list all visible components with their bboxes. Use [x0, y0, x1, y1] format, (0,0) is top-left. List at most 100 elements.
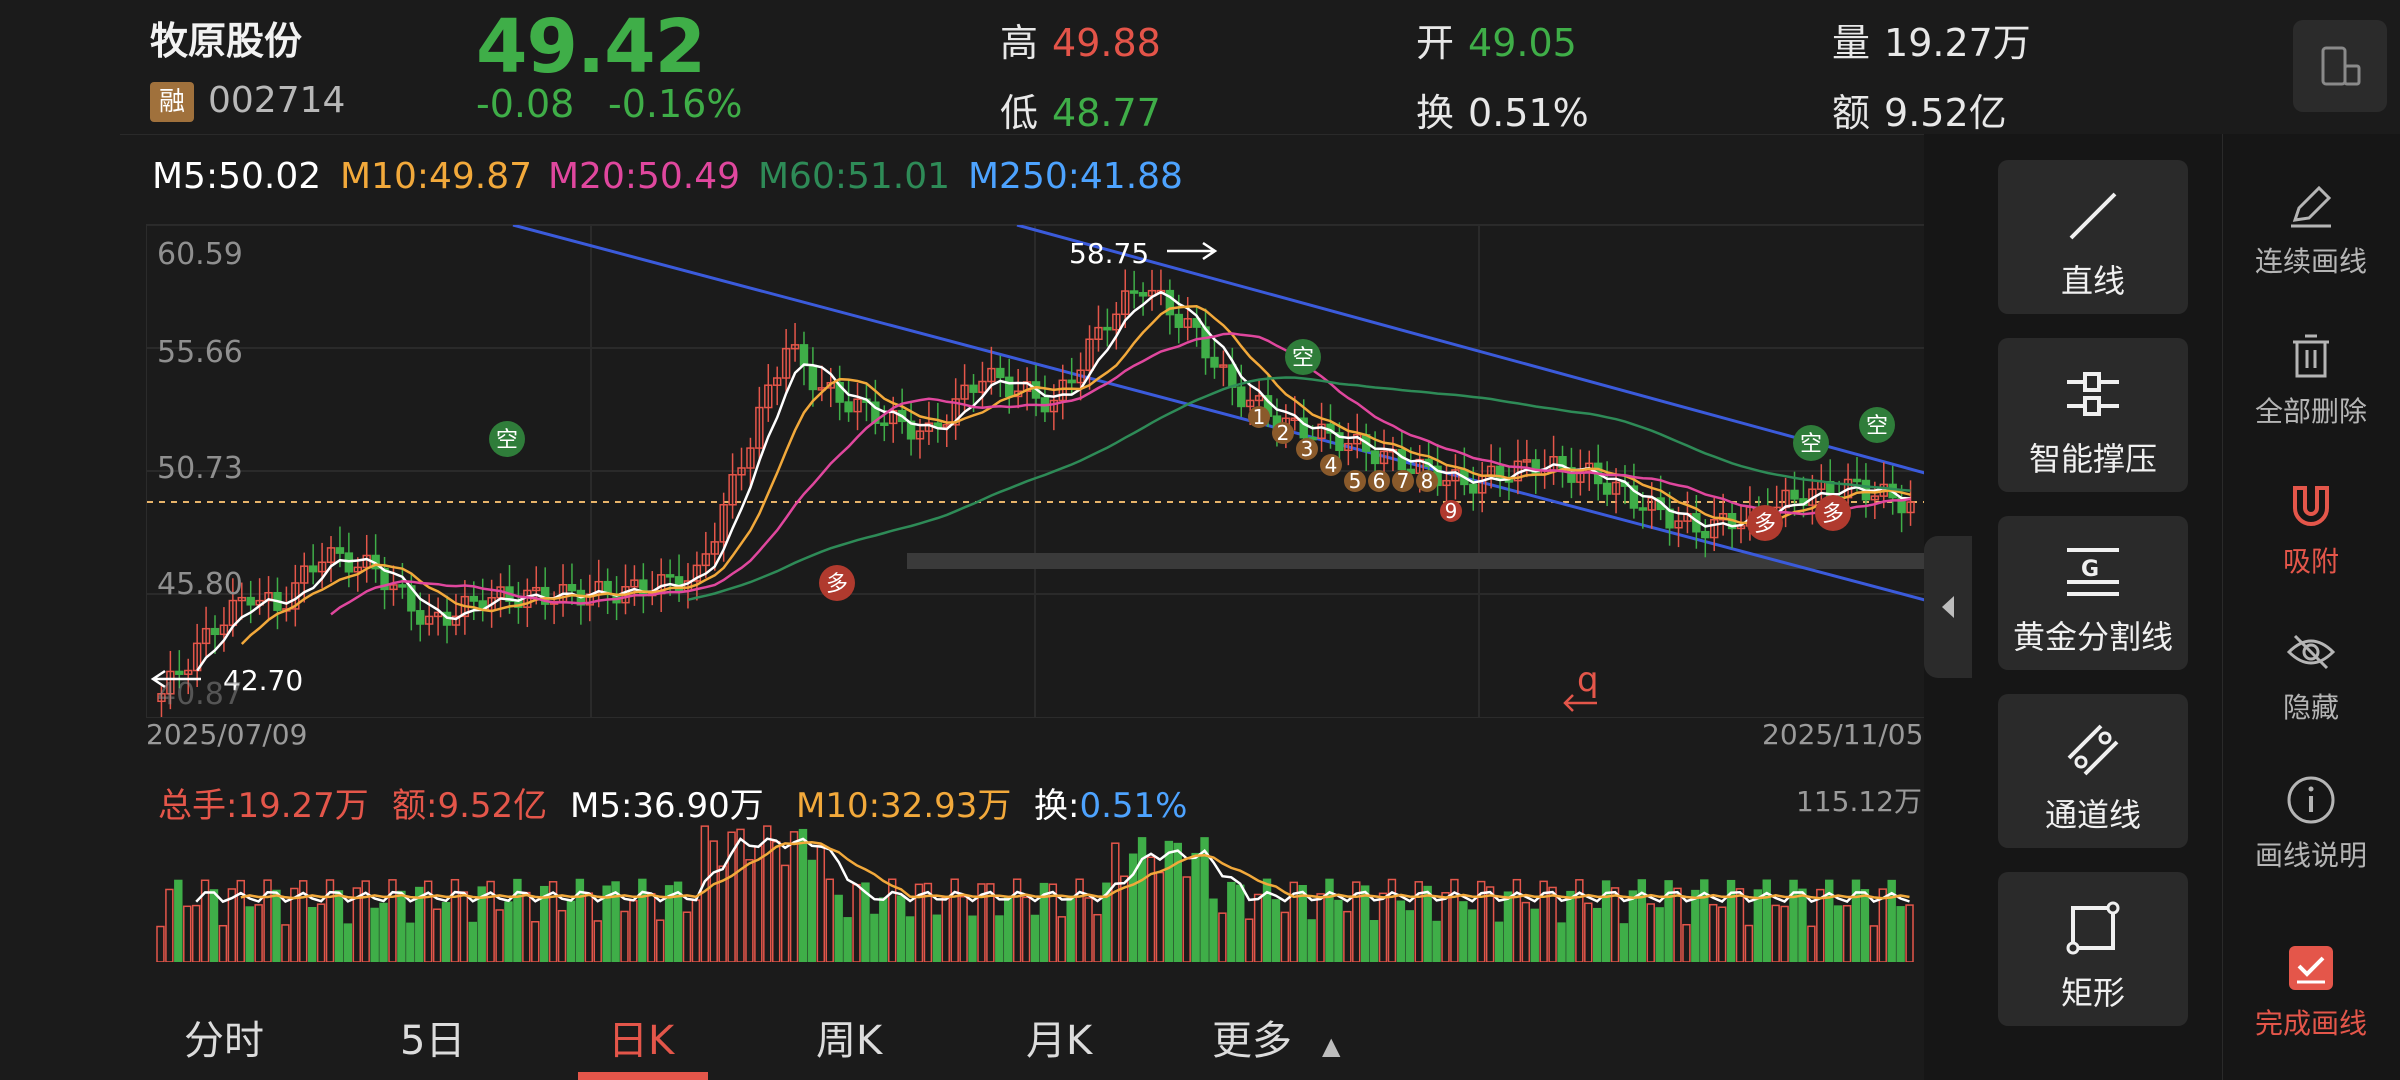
volume-bar: [1896, 906, 1905, 963]
ma250-label: M250:41.88: [968, 156, 1183, 197]
finish-drawing-button[interactable]: 完成画线: [2222, 942, 2400, 1042]
volume-chart[interactable]: [146, 820, 1924, 963]
candle-body: [1183, 318, 1192, 328]
candle-body: [1790, 489, 1799, 500]
volume-bar: [905, 916, 915, 963]
nine-count-marker: [1440, 500, 1462, 522]
volume-bar: [629, 900, 638, 963]
svg-text:G: G: [2081, 557, 2099, 582]
volume-bar: [655, 919, 665, 963]
volume-bar: [307, 907, 317, 963]
tool-smart-support[interactable]: 智能撑压: [1998, 338, 2188, 492]
volume-bar: [1619, 923, 1629, 963]
volume-bar: [1691, 889, 1700, 963]
tool-rectangle[interactable]: 矩形: [1998, 872, 2188, 1026]
candle-body: [451, 615, 461, 626]
candle-body: [1165, 289, 1175, 316]
candle-body: [1629, 485, 1639, 509]
candle-body: [1076, 369, 1085, 384]
volume-plot: [156, 825, 1914, 963]
volume-ma10-label: M10:32.93万: [796, 786, 1012, 826]
candle-body: [1174, 313, 1183, 328]
signal-text: 多: [1754, 512, 1776, 537]
candle-body: [1344, 442, 1353, 452]
phone-rotate-icon: [2321, 46, 2361, 86]
collapse-panel-button[interactable]: [1924, 536, 1972, 678]
volume-bar: [1735, 888, 1745, 963]
turnover-label: 换: [1416, 91, 1455, 135]
tab-5day[interactable]: 5日: [400, 1018, 466, 1064]
volume-bar: [1004, 896, 1013, 963]
volume-bar: [1833, 905, 1843, 963]
volume-bar: [816, 844, 826, 963]
channel-line-lower[interactable]: [512, 223, 1926, 602]
volume-bar: [1905, 904, 1914, 963]
hide-label: 隐藏: [2282, 691, 2339, 724]
drawing-help-label: 画线说明: [2254, 839, 2367, 872]
volume-bar: [459, 891, 469, 963]
hide-button[interactable]: 隐藏: [2222, 626, 2400, 726]
tab-intraday[interactable]: 分时: [184, 1018, 264, 1064]
amount-value: 9.52亿: [1884, 91, 2007, 135]
continuous-draw-button[interactable]: 连续画线: [2222, 180, 2400, 280]
volume-bar: [1753, 889, 1763, 963]
ma60-line: [687, 376, 1911, 602]
volume-bar: [870, 913, 879, 963]
volume-bar: [522, 891, 531, 963]
candle-body: [380, 567, 389, 591]
volume-bar: [174, 879, 183, 963]
trash-icon: [2293, 334, 2329, 378]
tool-smart-support-label: 智能撑压: [2028, 440, 2157, 478]
margin-trading-badge: 融: [150, 82, 194, 122]
max-price-label: 58.75: [1069, 237, 1149, 270]
candle-body: [237, 596, 246, 602]
candle-body: [389, 584, 398, 591]
volume-bar: [771, 840, 781, 963]
candle-body: [969, 384, 978, 393]
tab-more[interactable]: 更多 ▲: [1212, 1008, 1340, 1066]
volume-bar: [254, 904, 263, 963]
snap-button[interactable]: 吸附: [2222, 480, 2400, 580]
nine-count-marker: [1320, 454, 1342, 476]
volume-bar: [566, 900, 576, 963]
triangle-up-icon: ▲: [1322, 1032, 1341, 1060]
volume-bar: [1093, 913, 1102, 963]
candle-body: [353, 566, 362, 573]
volume-bar: [1432, 920, 1441, 963]
tab-daily-k[interactable]: 日K: [608, 1018, 675, 1064]
tool-golden-ratio-label: 黄金分割线: [2012, 618, 2173, 656]
candle-body: [1121, 290, 1130, 316]
candle-body: [1129, 290, 1139, 294]
channel-line-upper[interactable]: [1016, 223, 1926, 475]
magnet-icon: [2293, 486, 2329, 526]
volume-bar: [1744, 924, 1754, 963]
open-label: 开: [1416, 21, 1455, 65]
q-marker: q: [1577, 660, 1599, 700]
candle-body: [1522, 459, 1532, 463]
golden-ratio-icon: G: [2067, 548, 2119, 596]
finish-check-icon: [2289, 946, 2333, 990]
tab-weekly-k[interactable]: 周K: [816, 1018, 883, 1064]
ma20-line: [330, 332, 1911, 616]
volume-bar: [156, 925, 165, 963]
rotate-screen-button[interactable]: [2293, 20, 2387, 112]
candle-body: [1852, 478, 1862, 483]
delete-all-button[interactable]: 全部删除: [2222, 330, 2400, 430]
nine-count-number: 8: [1421, 469, 1434, 493]
channel-line-icon: [2067, 724, 2119, 776]
tool-channel-line[interactable]: 通道线: [1998, 694, 2188, 848]
drawing-help-button[interactable]: 画线说明: [2222, 774, 2400, 874]
volume-bar: [397, 890, 406, 963]
volume-bar: [763, 825, 772, 963]
candle-body: [416, 610, 425, 625]
tool-straight-line[interactable]: 直线: [1998, 160, 2188, 314]
volume-value: 19.27万: [1884, 21, 2031, 65]
tool-golden-ratio[interactable]: G 黄金分割线: [1998, 516, 2188, 670]
candle-body: [880, 422, 889, 426]
candle-body: [844, 401, 853, 413]
tab-monthly-k[interactable]: 月K: [1026, 1018, 1093, 1064]
volume-bar: [1236, 884, 1245, 963]
chevron-left-icon: [1942, 596, 1954, 618]
volume-bar: [1842, 905, 1852, 963]
